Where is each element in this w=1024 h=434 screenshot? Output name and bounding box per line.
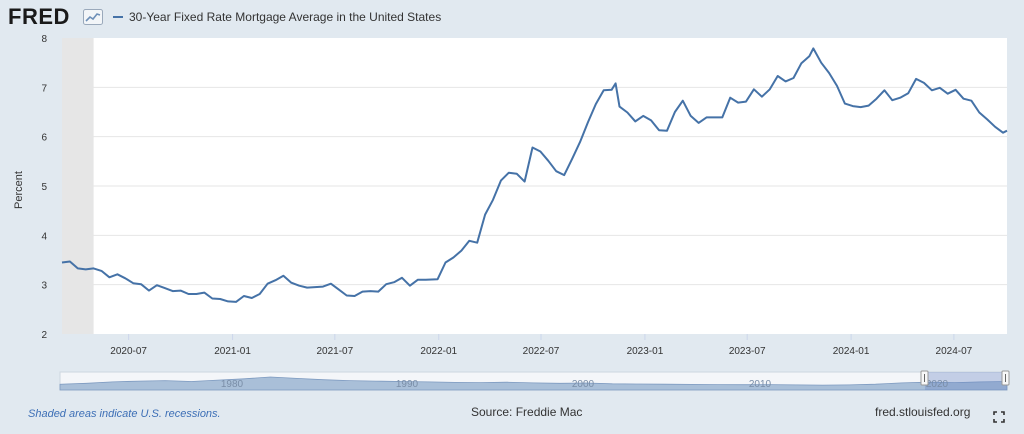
y-tick-label: 7 [41, 83, 47, 94]
navigator-label: 2000 [572, 379, 595, 390]
x-tick-label: 2024-07 [936, 346, 973, 357]
x-tick-label: 2021-01 [214, 346, 251, 357]
fullscreen-icon[interactable] [993, 411, 1005, 423]
navigator-label: 2020 [926, 379, 949, 390]
legend-series-label[interactable]: 30-Year Fixed Rate Mortgage Average in t… [129, 10, 442, 24]
navigator-area [59, 376, 1008, 391]
chart-legend: 30-Year Fixed Rate Mortgage Average in t… [113, 10, 441, 24]
navigator-label: 1980 [221, 379, 244, 390]
x-tick-label: 2023-01 [627, 346, 664, 357]
x-tick-label: 2024-01 [833, 346, 870, 357]
x-tick-label: 2023-07 [729, 346, 766, 357]
y-tick-label: 5 [41, 182, 47, 193]
fred-logo[interactable]: FRED [8, 4, 70, 30]
y-tick-label: 4 [41, 231, 47, 242]
trend-chart-icon [83, 9, 103, 25]
y-tick-label: 6 [41, 133, 47, 144]
navigator-label: 2010 [749, 379, 772, 390]
source-text: Source: Freddie Mac [471, 405, 583, 419]
x-tick-label: 2022-07 [523, 346, 560, 357]
site-link[interactable]: fred.stlouisfed.org [875, 405, 971, 419]
x-tick-label: 2022-01 [420, 346, 457, 357]
x-tick-label: 2021-07 [316, 346, 353, 357]
fred-logo-text: FRED [8, 4, 70, 29]
legend-line-icon [113, 16, 123, 18]
series-line[interactable] [61, 47, 1008, 303]
navigator-label: 1990 [396, 379, 419, 390]
y-tick-label: 3 [41, 281, 47, 292]
y-tick-label: 8 [41, 34, 47, 45]
x-tick-label: 2020-07 [110, 346, 147, 357]
navigator-selection[interactable] [925, 372, 1007, 390]
navigator[interactable]: 1980 1990 2000 2010 2020 [59, 370, 1010, 391]
y-axis-label: Percent [13, 171, 25, 209]
line-chart: 2 3 4 5 6 7 8 2020-07 2021-01 2021-07 2022-01 2022… [13, 34, 1010, 391]
recession-note: Shaded areas indicate U.S. recessions. [28, 408, 221, 420]
y-tick-label: 2 [41, 330, 47, 341]
